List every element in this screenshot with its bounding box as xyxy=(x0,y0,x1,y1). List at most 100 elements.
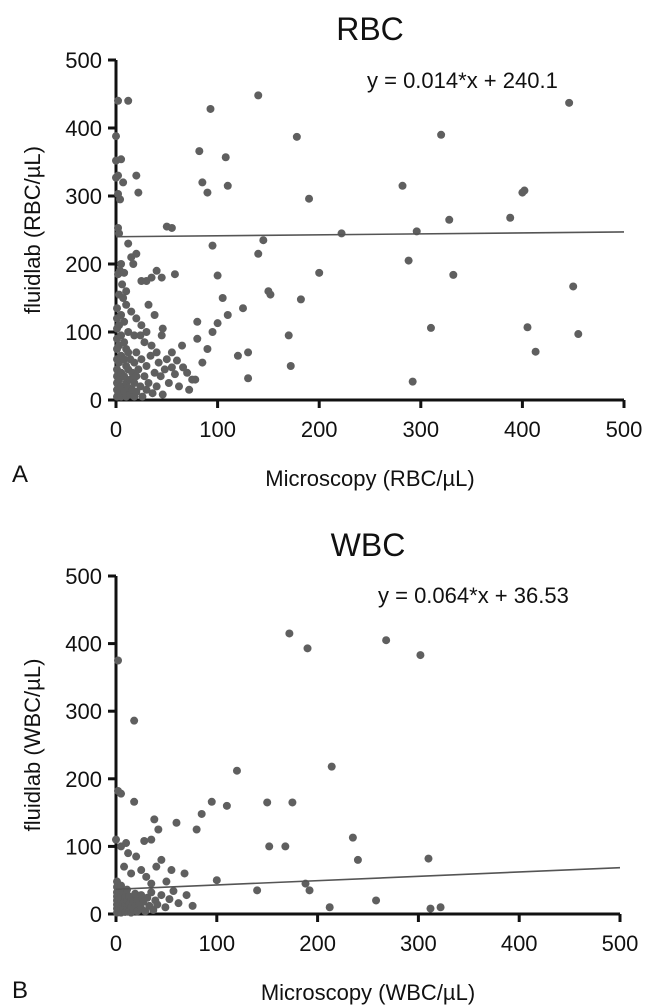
panel-b-data-point xyxy=(182,891,191,900)
panel-a-data-point xyxy=(449,270,458,279)
panel-b-y-axis-label: fluidlab (WBC/µL) xyxy=(20,659,45,832)
panel-a-data-point xyxy=(134,365,143,374)
panel-a-data-point xyxy=(117,311,126,319)
panel-a-data-point xyxy=(208,241,217,250)
panel-a-y-tick-label: 300 xyxy=(65,184,102,209)
panel-a-label: A xyxy=(12,461,28,488)
panel-a-title: RBC xyxy=(336,11,404,47)
panel-a-data-point xyxy=(221,153,230,162)
panel-a-data-point xyxy=(132,314,141,323)
panel-a-data-point xyxy=(119,294,128,302)
panel-b-axes: 0 100 200 300 400 500 0 100 200 300 400 500 xyxy=(65,564,638,956)
panel-b-data-point xyxy=(192,825,201,834)
panel-b-data-point xyxy=(263,798,272,807)
panel-a-data-point xyxy=(142,362,151,370)
panel-a-data-point xyxy=(132,387,141,396)
panel-a-data-point xyxy=(506,213,515,222)
panel-a-axes: 0 100 200 300 400 500 0 100 200 300 400 500 xyxy=(65,48,642,442)
panel-a-data-point xyxy=(218,294,227,302)
panel-b: WBC y = 0.064*x + 36.53 fluidlab (WBC/µL… xyxy=(12,527,638,1005)
panel-a-data-point xyxy=(437,130,446,139)
panel-b-data-point xyxy=(167,866,176,875)
panel-b-data-point xyxy=(147,888,156,897)
panel-a-data-point xyxy=(203,188,212,197)
panel-b-data-point xyxy=(285,629,294,638)
panel-b-data-point xyxy=(122,839,131,848)
panel-a-data-point xyxy=(426,323,435,332)
panel-b-data-point xyxy=(120,862,129,871)
panel-b-data-point xyxy=(127,869,136,878)
panel-a-data-point xyxy=(124,96,133,105)
panel-a-x-tick-label: 300 xyxy=(402,417,439,442)
panel-b-y-tick-label: 500 xyxy=(65,564,102,589)
panel-a-data-point xyxy=(120,268,129,277)
panel-b-x-tick-label: 0 xyxy=(110,931,122,956)
panel-a-data-point xyxy=(146,351,155,360)
panel-a-data-point xyxy=(244,348,253,357)
panel-a-data-point xyxy=(164,379,173,387)
panel-a-data-point xyxy=(254,249,263,258)
panel-a-data-point xyxy=(124,328,133,336)
panel-a-plot xyxy=(112,91,625,401)
panel-b-data-point xyxy=(150,815,159,824)
panel-b-x-tick-label: 500 xyxy=(602,931,639,956)
panel-b-plot xyxy=(112,629,621,917)
panel-b-data-point xyxy=(114,656,123,665)
panel-a-data-point xyxy=(208,328,217,336)
panel-a-data-point xyxy=(170,270,179,279)
panel-b-data-point xyxy=(207,797,216,806)
panel-a-data-point xyxy=(114,96,123,105)
panel-b-data-point xyxy=(265,842,274,851)
panel-b-data-point xyxy=(222,801,231,810)
panel-a-data-point xyxy=(198,358,207,367)
panel-a-data-point xyxy=(239,304,247,313)
panel-a-equation: y = 0.014*x + 240.1 xyxy=(367,68,558,93)
panel-b-data-point xyxy=(232,766,241,775)
panel-b-data-point xyxy=(161,903,170,912)
panel-a-data-point xyxy=(178,341,187,350)
panel-b-label: B xyxy=(12,977,28,1004)
panel-a-data-point xyxy=(142,328,151,336)
panel-b-data-point xyxy=(130,716,139,725)
panel-a-y-tick-label: 0 xyxy=(90,388,102,413)
panel-b-data-point xyxy=(124,849,133,858)
panel-a-data-point xyxy=(170,370,179,379)
panel-a-data-point xyxy=(119,178,128,187)
panel-a-data-point xyxy=(404,256,413,265)
panel-a-data-point xyxy=(569,282,578,291)
panel-a-data-point xyxy=(183,368,192,377)
panel-b-x-tick-label: 400 xyxy=(501,931,538,956)
panel-a-data-point xyxy=(531,347,540,356)
panel-b-data-point xyxy=(130,797,139,806)
panel-b-data-point xyxy=(253,886,262,895)
panel-b-data-point xyxy=(305,886,314,895)
panel-a-data-point xyxy=(266,290,275,299)
panel-a-data-point xyxy=(117,155,126,164)
panel-a-data-point xyxy=(408,377,417,386)
panel-b-x-axis-label: Microscopy (WBC/µL) xyxy=(261,980,475,1005)
panel-a-data-point xyxy=(137,355,146,364)
panel-a-data-point xyxy=(142,385,151,394)
panel-a-data-point xyxy=(172,356,181,365)
panel-b-data-point xyxy=(154,825,163,834)
panel-a-data-point xyxy=(157,331,166,340)
panel-a-data-point xyxy=(137,321,146,330)
panel-a-y-tick-label: 500 xyxy=(65,48,102,73)
panel-a-data-point xyxy=(337,229,346,238)
panel-a-data-point xyxy=(213,271,222,280)
panel-a-data-point xyxy=(259,236,268,245)
panel-b-data-point xyxy=(426,904,435,913)
panel-a-data-point xyxy=(191,375,200,384)
panel-a-data-point xyxy=(193,317,202,326)
panel-b-title: WBC xyxy=(331,527,406,563)
panel-a-data-point xyxy=(136,382,145,391)
panel-a-data-point xyxy=(174,382,183,391)
panel-b-data-point xyxy=(303,644,312,653)
panel-a-data-point xyxy=(144,379,153,387)
panel-b-data-point xyxy=(142,872,151,881)
panel-a-data-point xyxy=(127,307,136,316)
panel-a-y-axis-label: fluidlab (RBC/µL) xyxy=(20,146,45,314)
panel-a-x-tick-label: 400 xyxy=(504,417,541,442)
panel-a-data-point xyxy=(120,338,129,347)
panel-b-data-point xyxy=(117,789,126,798)
